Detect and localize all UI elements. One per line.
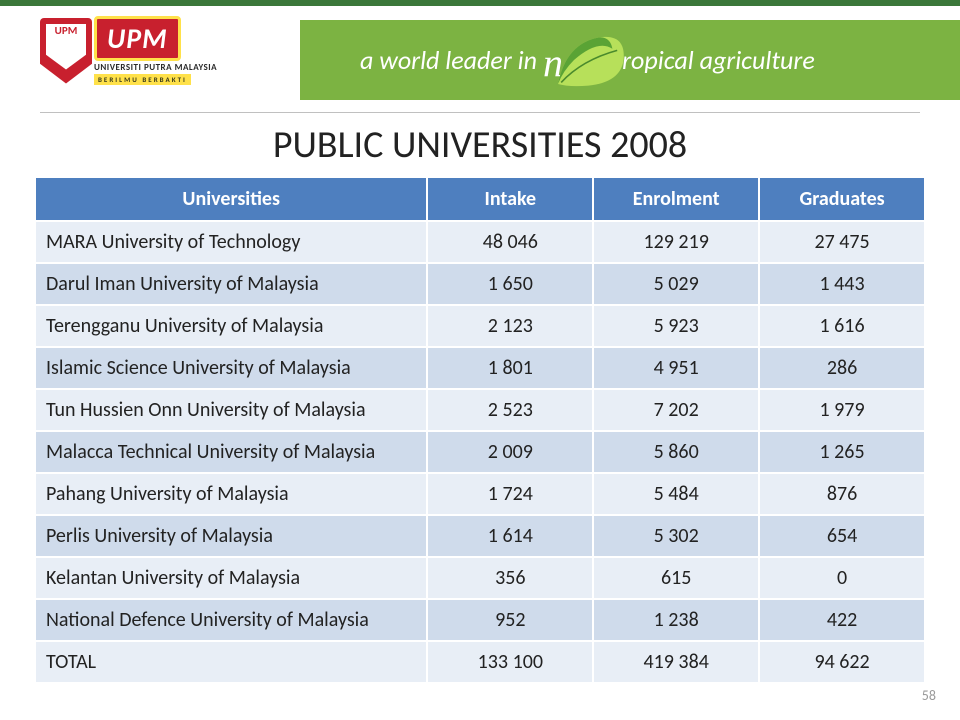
table-row: Islamic Science University of Malaysia1 … bbox=[35, 347, 925, 389]
separator-line bbox=[40, 112, 920, 113]
cell-graduates: 1 265 bbox=[759, 431, 925, 473]
leaf-icon bbox=[550, 28, 630, 92]
cell-graduates: 654 bbox=[759, 515, 925, 557]
cell-university-name: TOTAL bbox=[35, 641, 427, 683]
table-row: MARA University of Technology48 046129 2… bbox=[35, 221, 925, 263]
table-row: Pahang University of Malaysia1 7245 4848… bbox=[35, 473, 925, 515]
cell-enrolment: 7 202 bbox=[593, 389, 759, 431]
col-header-universities: Universities bbox=[35, 177, 427, 221]
table-row: TOTAL133 100419 38494 622 bbox=[35, 641, 925, 683]
cell-enrolment: 5 860 bbox=[593, 431, 759, 473]
cell-university-name: Islamic Science University of Malaysia bbox=[35, 347, 427, 389]
cell-graduates: 94 622 bbox=[759, 641, 925, 683]
universities-table: Universities Intake Enrolment Graduates … bbox=[34, 176, 926, 684]
table-row: National Defence University of Malaysia9… bbox=[35, 599, 925, 641]
cell-enrolment: 419 384 bbox=[593, 641, 759, 683]
cell-graduates: 876 bbox=[759, 473, 925, 515]
col-header-enrolment: Enrolment bbox=[593, 177, 759, 221]
cell-university-name: National Defence University of Malaysia bbox=[35, 599, 427, 641]
cell-enrolment: 5 484 bbox=[593, 473, 759, 515]
cell-university-name: Malacca Technical University of Malaysia bbox=[35, 431, 427, 473]
table-row: Kelantan University of Malaysia3566150 bbox=[35, 557, 925, 599]
page-number: 58 bbox=[922, 687, 936, 704]
logo-block: UPM UNIVERSITI PUTRA MALAYSIA BERILMU BE… bbox=[94, 16, 217, 85]
table-row: Perlis University of Malaysia1 6145 3026… bbox=[35, 515, 925, 557]
cell-intake: 48 046 bbox=[427, 221, 593, 263]
header-banner: UPM UNIVERSITI PUTRA MALAYSIA BERILMU BE… bbox=[0, 0, 960, 110]
table-row: Darul Iman University of Malaysia1 6505 … bbox=[35, 263, 925, 305]
cell-graduates: 286 bbox=[759, 347, 925, 389]
table-row: Tun Hussien Onn University of Malaysia2 … bbox=[35, 389, 925, 431]
cell-intake: 2 123 bbox=[427, 305, 593, 347]
cell-enrolment: 129 219 bbox=[593, 221, 759, 263]
cell-university-name: Perlis University of Malaysia bbox=[35, 515, 427, 557]
cell-intake: 1 801 bbox=[427, 347, 593, 389]
col-header-intake: Intake bbox=[427, 177, 593, 221]
tagline-strip: a world leader in new tropical agricultu… bbox=[300, 20, 960, 100]
cell-enrolment: 1 238 bbox=[593, 599, 759, 641]
cell-enrolment: 5 302 bbox=[593, 515, 759, 557]
page-title: PUBLIC UNIVERSITIES 2008 bbox=[0, 122, 960, 168]
cell-intake: 2 523 bbox=[427, 389, 593, 431]
wordmark: UPM bbox=[94, 16, 181, 61]
cell-graduates: 422 bbox=[759, 599, 925, 641]
col-header-graduates: Graduates bbox=[759, 177, 925, 221]
cell-university-name: MARA University of Technology bbox=[35, 221, 427, 263]
cell-graduates: 1 616 bbox=[759, 305, 925, 347]
table-body: MARA University of Technology48 046129 2… bbox=[35, 221, 925, 683]
cell-university-name: Pahang University of Malaysia bbox=[35, 473, 427, 515]
cell-enrolment: 615 bbox=[593, 557, 759, 599]
cell-graduates: 1 979 bbox=[759, 389, 925, 431]
cell-graduates: 27 475 bbox=[759, 221, 925, 263]
cell-intake: 356 bbox=[427, 557, 593, 599]
table-row: Terengganu University of Malaysia2 1235 … bbox=[35, 305, 925, 347]
cell-intake: 1 614 bbox=[427, 515, 593, 557]
cell-intake: 1 650 bbox=[427, 263, 593, 305]
cell-graduates: 1 443 bbox=[759, 263, 925, 305]
cell-enrolment: 5 029 bbox=[593, 263, 759, 305]
cell-university-name: Kelantan University of Malaysia bbox=[35, 557, 427, 599]
cell-graduates: 0 bbox=[759, 557, 925, 599]
university-name: UNIVERSITI PUTRA MALAYSIA bbox=[94, 62, 217, 73]
cell-intake: 1 724 bbox=[427, 473, 593, 515]
table-row: Malacca Technical University of Malaysia… bbox=[35, 431, 925, 473]
cell-enrolment: 4 951 bbox=[593, 347, 759, 389]
cell-intake: 133 100 bbox=[427, 641, 593, 683]
university-motto: BERILMU BERBAKTI bbox=[94, 74, 191, 85]
tagline-post: tropical agriculture bbox=[613, 44, 814, 76]
table-header-row: Universities Intake Enrolment Graduates bbox=[35, 177, 925, 221]
logo-area: UPM UNIVERSITI PUTRA MALAYSIA BERILMU BE… bbox=[40, 16, 217, 85]
shield-icon bbox=[40, 18, 92, 84]
cell-university-name: Terengganu University of Malaysia bbox=[35, 305, 427, 347]
cell-university-name: Tun Hussien Onn University of Malaysia bbox=[35, 389, 427, 431]
cell-university-name: Darul Iman University of Malaysia bbox=[35, 263, 427, 305]
tagline-pre: a world leader in bbox=[360, 44, 537, 76]
cell-enrolment: 5 923 bbox=[593, 305, 759, 347]
cell-intake: 2 009 bbox=[427, 431, 593, 473]
cell-intake: 952 bbox=[427, 599, 593, 641]
